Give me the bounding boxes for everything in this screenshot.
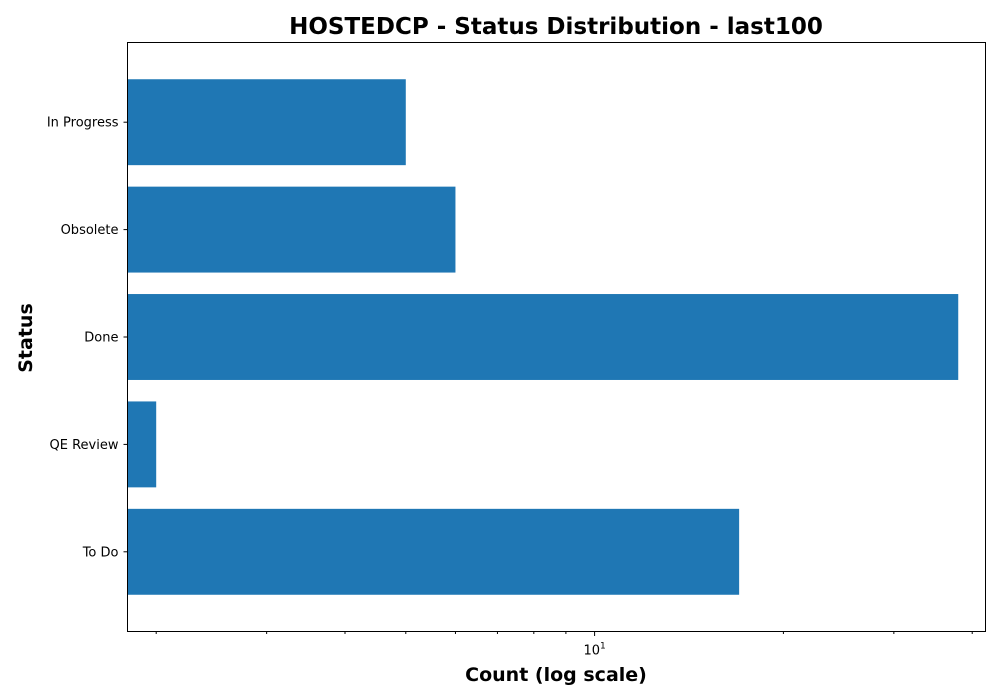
y-axis: In Progress Obsolete Done QE Review To Do [47,116,128,560]
y-tick-label: To Do [82,545,119,560]
bar-qe-review [127,401,157,488]
y-tick-label: In Progress [47,116,119,131]
y-tick-label: QE Review [50,438,119,453]
bar-in-progress [127,79,406,166]
bar-done [127,294,959,380]
chart-title: HOSTEDCP - Status Distribution - last100 [289,14,823,40]
x-axis-label: Count (log scale) [465,664,647,686]
x-axis: 101 [155,631,973,659]
y-tick-label: Done [84,331,118,346]
plot-area [127,79,959,595]
x-tick-label: 101 [583,642,605,659]
y-axis-label: Status [15,303,37,373]
y-tick-label: Obsolete [61,223,119,238]
bar-to-do [127,508,740,595]
bar-obsolete [127,186,456,273]
